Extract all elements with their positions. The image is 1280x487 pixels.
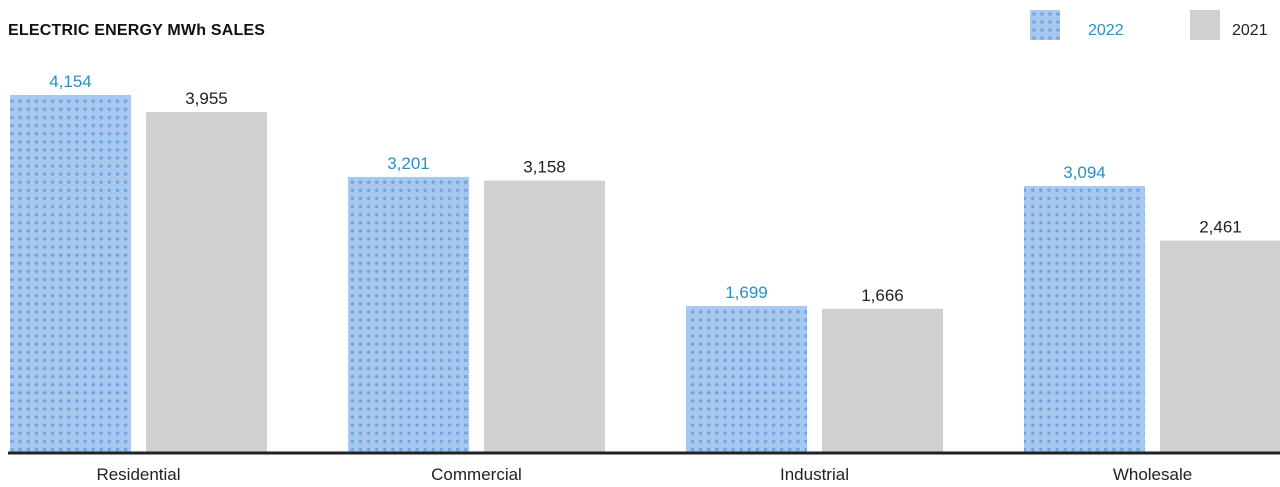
bar-wholesale-2021 — [1160, 240, 1280, 452]
data-label-wholesale-2022: 3,094 — [1063, 163, 1106, 182]
bar-wholesale-2022 — [1024, 186, 1145, 453]
legend-swatch-2022 — [1030, 10, 1060, 40]
bar-residential-2022 — [10, 95, 131, 452]
category-label-industrial: Industrial — [780, 465, 849, 484]
bar-commercial-2022 — [348, 176, 469, 452]
bar-industrial-2021 — [822, 308, 943, 452]
legend-label-2021: 2021 — [1232, 22, 1268, 39]
bar-industrial-2022 — [686, 305, 807, 452]
data-label-industrial-2021: 1,666 — [861, 286, 904, 305]
chart-title: ELECTRIC ENERGY MWh SALES — [8, 22, 266, 39]
data-label-commercial-2021: 3,158 — [523, 158, 566, 177]
bar-residential-2021 — [146, 112, 267, 453]
data-label-residential-2022: 4,154 — [49, 72, 92, 91]
data-label-residential-2021: 3,955 — [185, 89, 228, 108]
category-label-commercial: Commercial — [431, 465, 522, 484]
legend-swatch-2021 — [1190, 10, 1220, 40]
data-label-commercial-2022: 3,201 — [387, 154, 430, 173]
bar-commercial-2021 — [484, 180, 605, 452]
category-label-wholesale: Wholesale — [1113, 465, 1192, 484]
data-label-industrial-2022: 1,699 — [725, 283, 768, 302]
data-label-wholesale-2021: 2,461 — [1199, 217, 1242, 236]
legend: 2022 2021 — [1030, 10, 1270, 40]
legend-label-2022: 2022 — [1088, 22, 1124, 39]
category-label-residential: Residential — [96, 465, 180, 484]
